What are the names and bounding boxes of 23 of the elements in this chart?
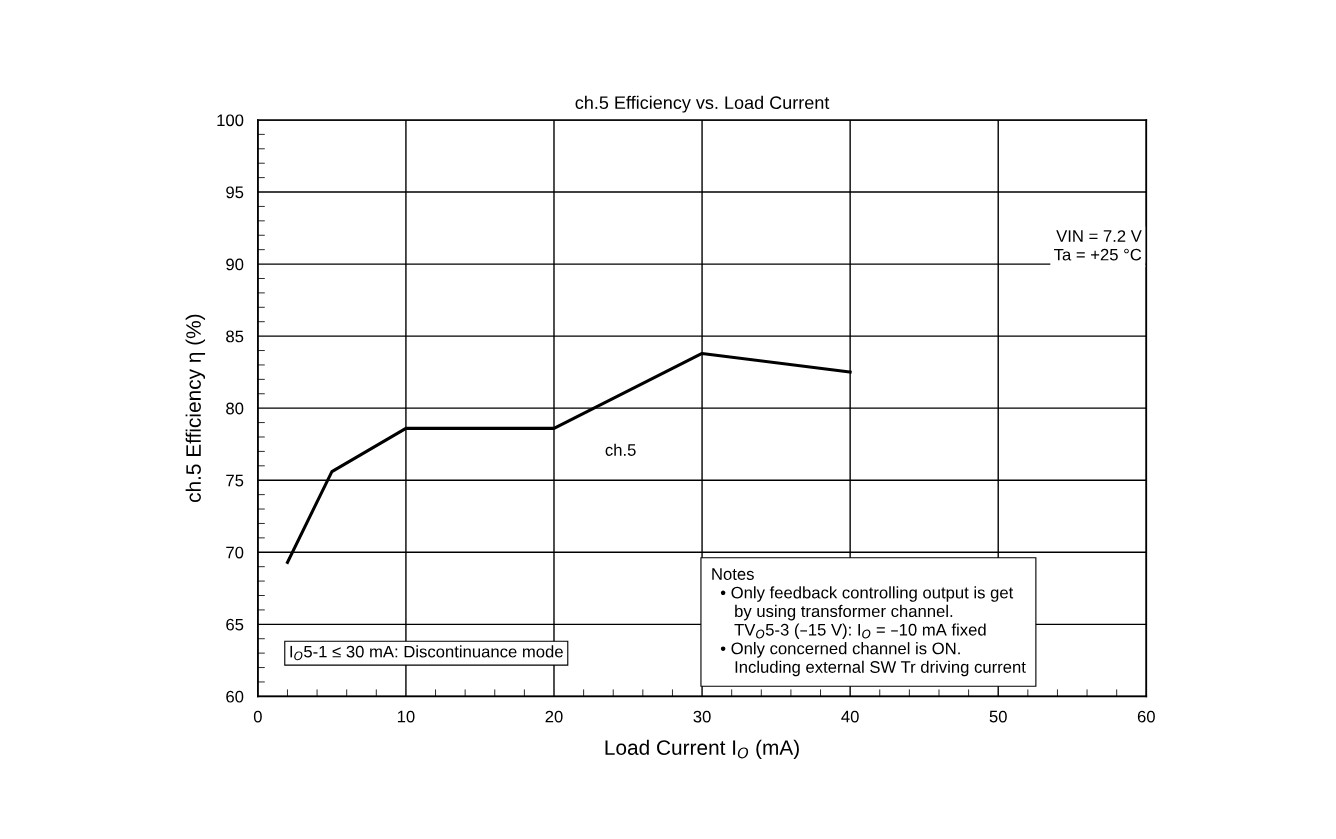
y-tick-label: 70 [226, 546, 244, 559]
y-tick-label: 90 [226, 258, 244, 271]
x-tick-label: 40 [841, 710, 859, 723]
y-tick-label: 75 [226, 474, 244, 487]
y-tick-label: 95 [226, 186, 244, 199]
y-tick-label: 65 [226, 618, 244, 631]
y-tick-label: 100 [217, 114, 244, 127]
annotation: VIN = 7.2 V Ta = +25 °C [1054, 230, 1142, 261]
x-tick-label: 50 [989, 710, 1007, 723]
x-tick-label: 20 [545, 710, 563, 723]
x-tick-label: 0 [253, 710, 262, 723]
text: Notes • Only feedback controlling output is get by using transformer channel. TV$_{O}$5-3 (–15 V): I$_{O}$ = –10 mA fixed • Only concerned channel is ON. Including external SW Tr driving current [712, 568, 1026, 677]
y-tick-label: 85 [226, 330, 244, 343]
chart-title: ch.5 Efficiency vs. Load Current [575, 95, 830, 113]
x-tick-label: 60 [1137, 710, 1155, 723]
x-axis-title: Load Current I$_{O}$ (mA) [605, 739, 799, 760]
text: ch.5 [605, 443, 636, 456]
annotation: I$_{O}$5-1 ≤ 30 mA: Discontinuance mode [290, 645, 563, 661]
y-axis-title: ch.5 Efficiency η (%) [185, 314, 206, 503]
x-tick-label: 30 [693, 710, 711, 723]
x-tick-label: 10 [397, 710, 415, 723]
y-tick-label: 60 [226, 690, 244, 703]
y-tick-label: 80 [226, 402, 244, 415]
